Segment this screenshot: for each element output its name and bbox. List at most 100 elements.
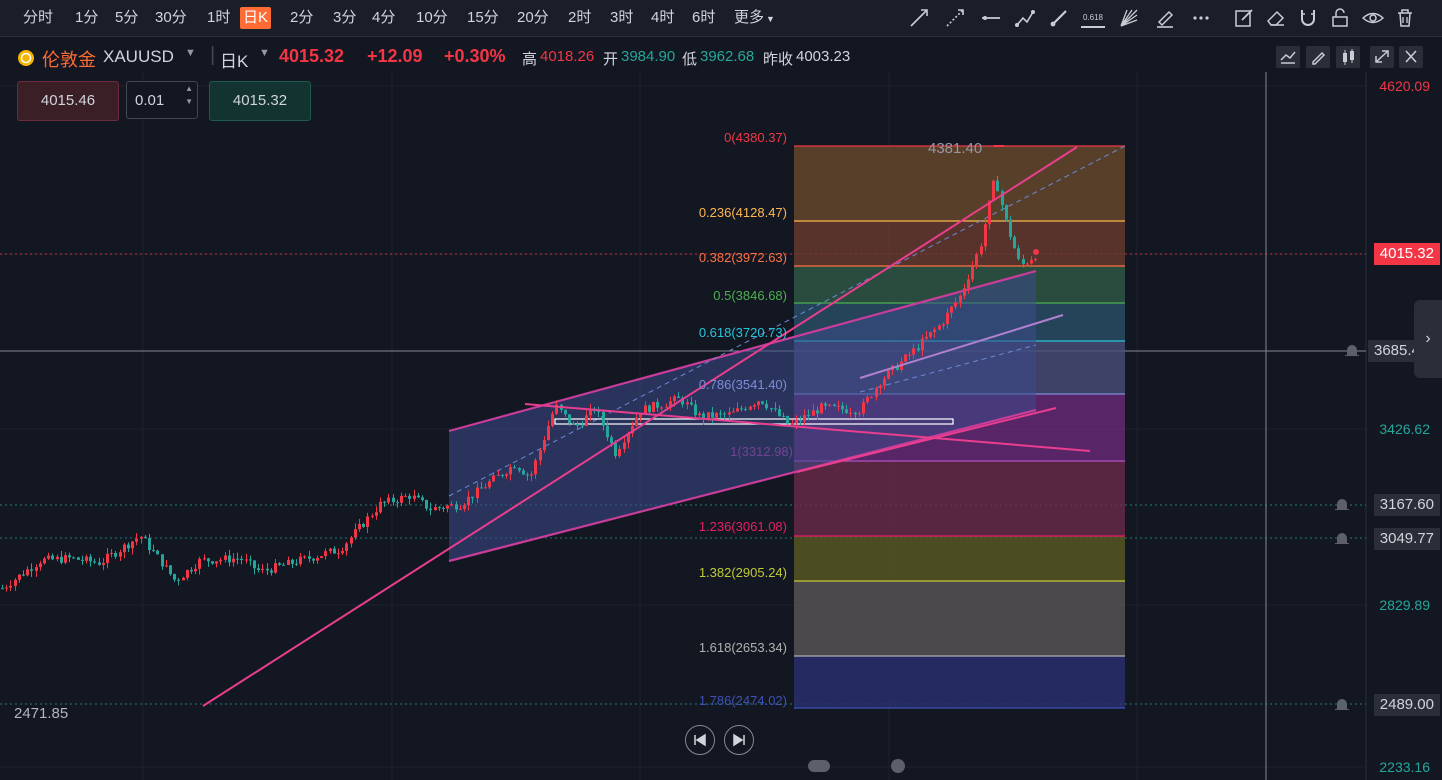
fibonacci-icon[interactable]: 0.618 [1081, 6, 1105, 28]
candle-body [114, 552, 117, 557]
step-forward-button[interactable] [724, 725, 754, 755]
fan-icon[interactable] [1117, 6, 1141, 30]
candle-body [60, 556, 63, 563]
bell-icon[interactable] [1333, 697, 1351, 713]
candle-body [753, 405, 756, 407]
timeframe-tab[interactable]: 2分 [290, 9, 314, 26]
trend-line[interactable] [202, 146, 1078, 707]
fib-level-label: 0.786(3541.40) [699, 377, 787, 392]
buy-price-button[interactable]: 4015.32 [209, 81, 311, 121]
timeframe-tab[interactable]: 4时 [651, 9, 675, 26]
candle-body [921, 338, 924, 351]
timeframe-tab[interactable]: 5分 [115, 9, 139, 26]
candle-body [933, 329, 936, 333]
bell-icon[interactable] [1333, 531, 1351, 547]
more-menu[interactable]: 更多 ▼ [731, 7, 778, 29]
highlighter-icon[interactable] [1153, 6, 1177, 30]
low-label: 低 [682, 51, 698, 68]
candle-body [589, 408, 592, 416]
symbol-dropdown-icon[interactable]: ▼ [185, 47, 196, 59]
candle-body [56, 556, 59, 560]
timeframe-tab[interactable]: 3分 [333, 9, 357, 26]
timeframe-tab[interactable]: 1时 [207, 9, 231, 26]
magnet-icon[interactable] [1296, 6, 1320, 30]
candle-body [400, 495, 403, 503]
candle-body [282, 564, 285, 566]
candle-body [833, 404, 836, 406]
candle-body [576, 424, 579, 426]
timeframe-tab[interactable]: 30分 [155, 9, 187, 26]
fib-zone [794, 461, 1125, 536]
candle-body [694, 404, 697, 416]
trend-line[interactable] [796, 407, 1057, 473]
ray-icon[interactable] [943, 6, 967, 30]
high-label: 高 [522, 51, 538, 68]
indicator-toggle-icon[interactable] [1276, 46, 1300, 68]
price-chart[interactable]: 0(4380.37) 0.236(4128.47) 0.382(3972.63) 0.… [0, 72, 1442, 780]
bell-icon[interactable] [1333, 497, 1351, 513]
lock-icon[interactable] [1328, 6, 1352, 30]
horizontal-line-icon[interactable] [979, 6, 1003, 30]
candle-body [203, 558, 206, 560]
divider: | [210, 44, 216, 66]
timeframe-tab[interactable]: 3时 [610, 9, 634, 26]
more-dots-icon[interactable] [1189, 6, 1213, 30]
timer-icon[interactable] [891, 759, 905, 773]
parallel-channel[interactable] [449, 271, 1036, 561]
edit-icon[interactable] [1232, 6, 1256, 30]
step-back-button[interactable] [685, 725, 715, 755]
timeframe-tab[interactable]: 日K [240, 7, 272, 29]
eraser-icon[interactable] [1264, 6, 1288, 30]
candle-body [413, 495, 416, 499]
period-selector[interactable]: 日K [220, 52, 249, 71]
symbol-code[interactable]: XAUUSD [103, 47, 174, 66]
candle-body [1001, 191, 1004, 206]
candle-body [656, 401, 659, 408]
timeframe-tab[interactable]: 10分 [416, 9, 448, 26]
candle-body [89, 556, 92, 562]
fib-level-label: 1.786(2474.02) [699, 693, 787, 708]
timeframe-tab[interactable]: 2时 [568, 9, 592, 26]
trash-icon[interactable] [1393, 6, 1417, 30]
channel-upper-line[interactable] [448, 269, 1037, 433]
pencil-icon[interactable] [1306, 46, 1330, 68]
timeframe-tab[interactable]: 4分 [372, 9, 396, 26]
candle-body [551, 413, 554, 427]
timeframe-tab[interactable]: 1分 [75, 9, 99, 26]
drawing-overlays[interactable] [202, 145, 1091, 707]
period-dropdown-icon[interactable]: ▼ [259, 47, 270, 59]
close-icon[interactable] [1399, 46, 1423, 68]
timeframe-tab[interactable]: 20分 [517, 9, 549, 26]
channel-lower-line[interactable] [448, 408, 1037, 563]
fullscreen-icon[interactable] [1370, 46, 1394, 68]
lot-size-input[interactable]: 0.01 ▲ ▼ [126, 81, 198, 119]
chevron-right-icon[interactable]: › [1414, 300, 1442, 378]
candle-body [963, 288, 966, 296]
candle-type-icon[interactable] [1336, 46, 1360, 68]
trend-line-icon[interactable] [907, 6, 931, 30]
trend-line[interactable] [859, 314, 1064, 379]
candle-body [173, 574, 176, 580]
open-value: 3984.90 [621, 48, 676, 65]
bell-icon[interactable] [1343, 343, 1361, 359]
polyline-icon[interactable] [1013, 6, 1037, 30]
sell-price-button[interactable]: 4015.46 [17, 81, 119, 121]
candle-body [904, 354, 907, 362]
symbol-name-cn[interactable]: 伦敦金 [42, 50, 96, 70]
candle-body [778, 409, 781, 416]
trend-line[interactable] [524, 403, 1091, 452]
candle-body [43, 558, 46, 564]
timeframe-tab[interactable]: 15分 [467, 9, 499, 26]
dashed-line[interactable] [859, 344, 1037, 393]
candle-body [14, 579, 17, 586]
timeframe-tab[interactable]: 分时 [23, 9, 54, 26]
fib-zone [794, 581, 1125, 656]
stepper-icon[interactable]: ▲ ▼ [185, 84, 193, 106]
candle-body [980, 246, 983, 255]
candle-body [123, 544, 126, 553]
scroll-handle-icon[interactable] [808, 760, 830, 772]
brush-icon[interactable] [1047, 6, 1071, 30]
timeframe-tab[interactable]: 6时 [692, 9, 716, 26]
eye-icon[interactable] [1361, 6, 1385, 30]
channel-median-line[interactable] [448, 145, 1126, 497]
